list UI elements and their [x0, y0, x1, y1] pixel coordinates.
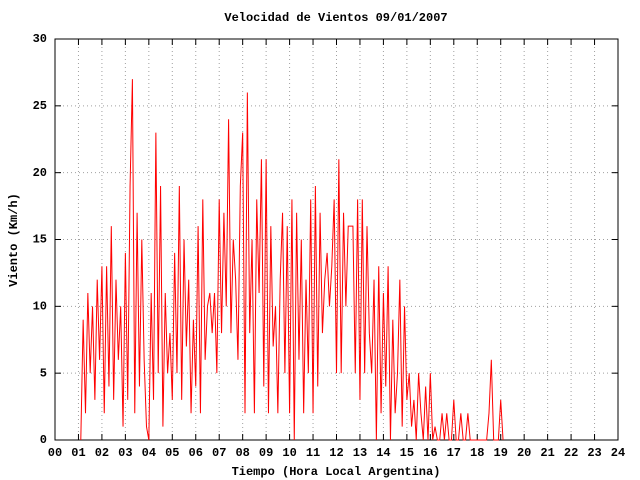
- x-tick-label: 19: [494, 446, 508, 460]
- x-tick-label: 11: [306, 446, 320, 460]
- x-tick-label: 01: [71, 446, 85, 460]
- y-tick-label: 20: [33, 166, 47, 180]
- y-tick-label: 30: [33, 32, 47, 46]
- x-tick-label: 10: [282, 446, 296, 460]
- x-tick-label: 20: [517, 446, 531, 460]
- x-tick-label: 12: [329, 446, 343, 460]
- x-tick-label: 16: [423, 446, 437, 460]
- x-tick-label: 02: [95, 446, 109, 460]
- x-axis-label: Tiempo (Hora Local Argentina): [232, 465, 441, 479]
- x-tick-label: 06: [189, 446, 203, 460]
- x-tick-label: 14: [376, 446, 390, 460]
- x-tick-label: 17: [447, 446, 461, 460]
- x-tick-label: 22: [564, 446, 578, 460]
- chart-title: Velocidad de Vientos 09/01/2007: [224, 11, 447, 25]
- x-tick-label: 21: [540, 446, 554, 460]
- plot-frame: [54, 38, 619, 441]
- x-tick-label: 00: [48, 446, 62, 460]
- x-tick-label: 05: [165, 446, 179, 460]
- x-tick-label: 23: [587, 446, 601, 460]
- x-tick-label: 04: [142, 446, 156, 460]
- y-tick-label: 15: [33, 233, 47, 247]
- y-tick-label: 5: [40, 366, 47, 380]
- x-tick-label: 15: [400, 446, 414, 460]
- x-tick-label: 13: [353, 446, 367, 460]
- y-tick-label: 10: [33, 300, 47, 314]
- x-tick-label: 09: [259, 446, 273, 460]
- y-tick-label: 25: [33, 99, 47, 113]
- wind-line: [80, 79, 504, 441]
- x-tick-label: 24: [611, 446, 625, 460]
- x-tick-label: 18: [470, 446, 484, 460]
- y-axis-label: Viento (Km/h): [7, 193, 21, 287]
- x-tick-label: 07: [212, 446, 226, 460]
- x-tick-label: 08: [235, 446, 249, 460]
- y-tick-label: 0: [40, 433, 47, 447]
- x-tick-label: 03: [118, 446, 132, 460]
